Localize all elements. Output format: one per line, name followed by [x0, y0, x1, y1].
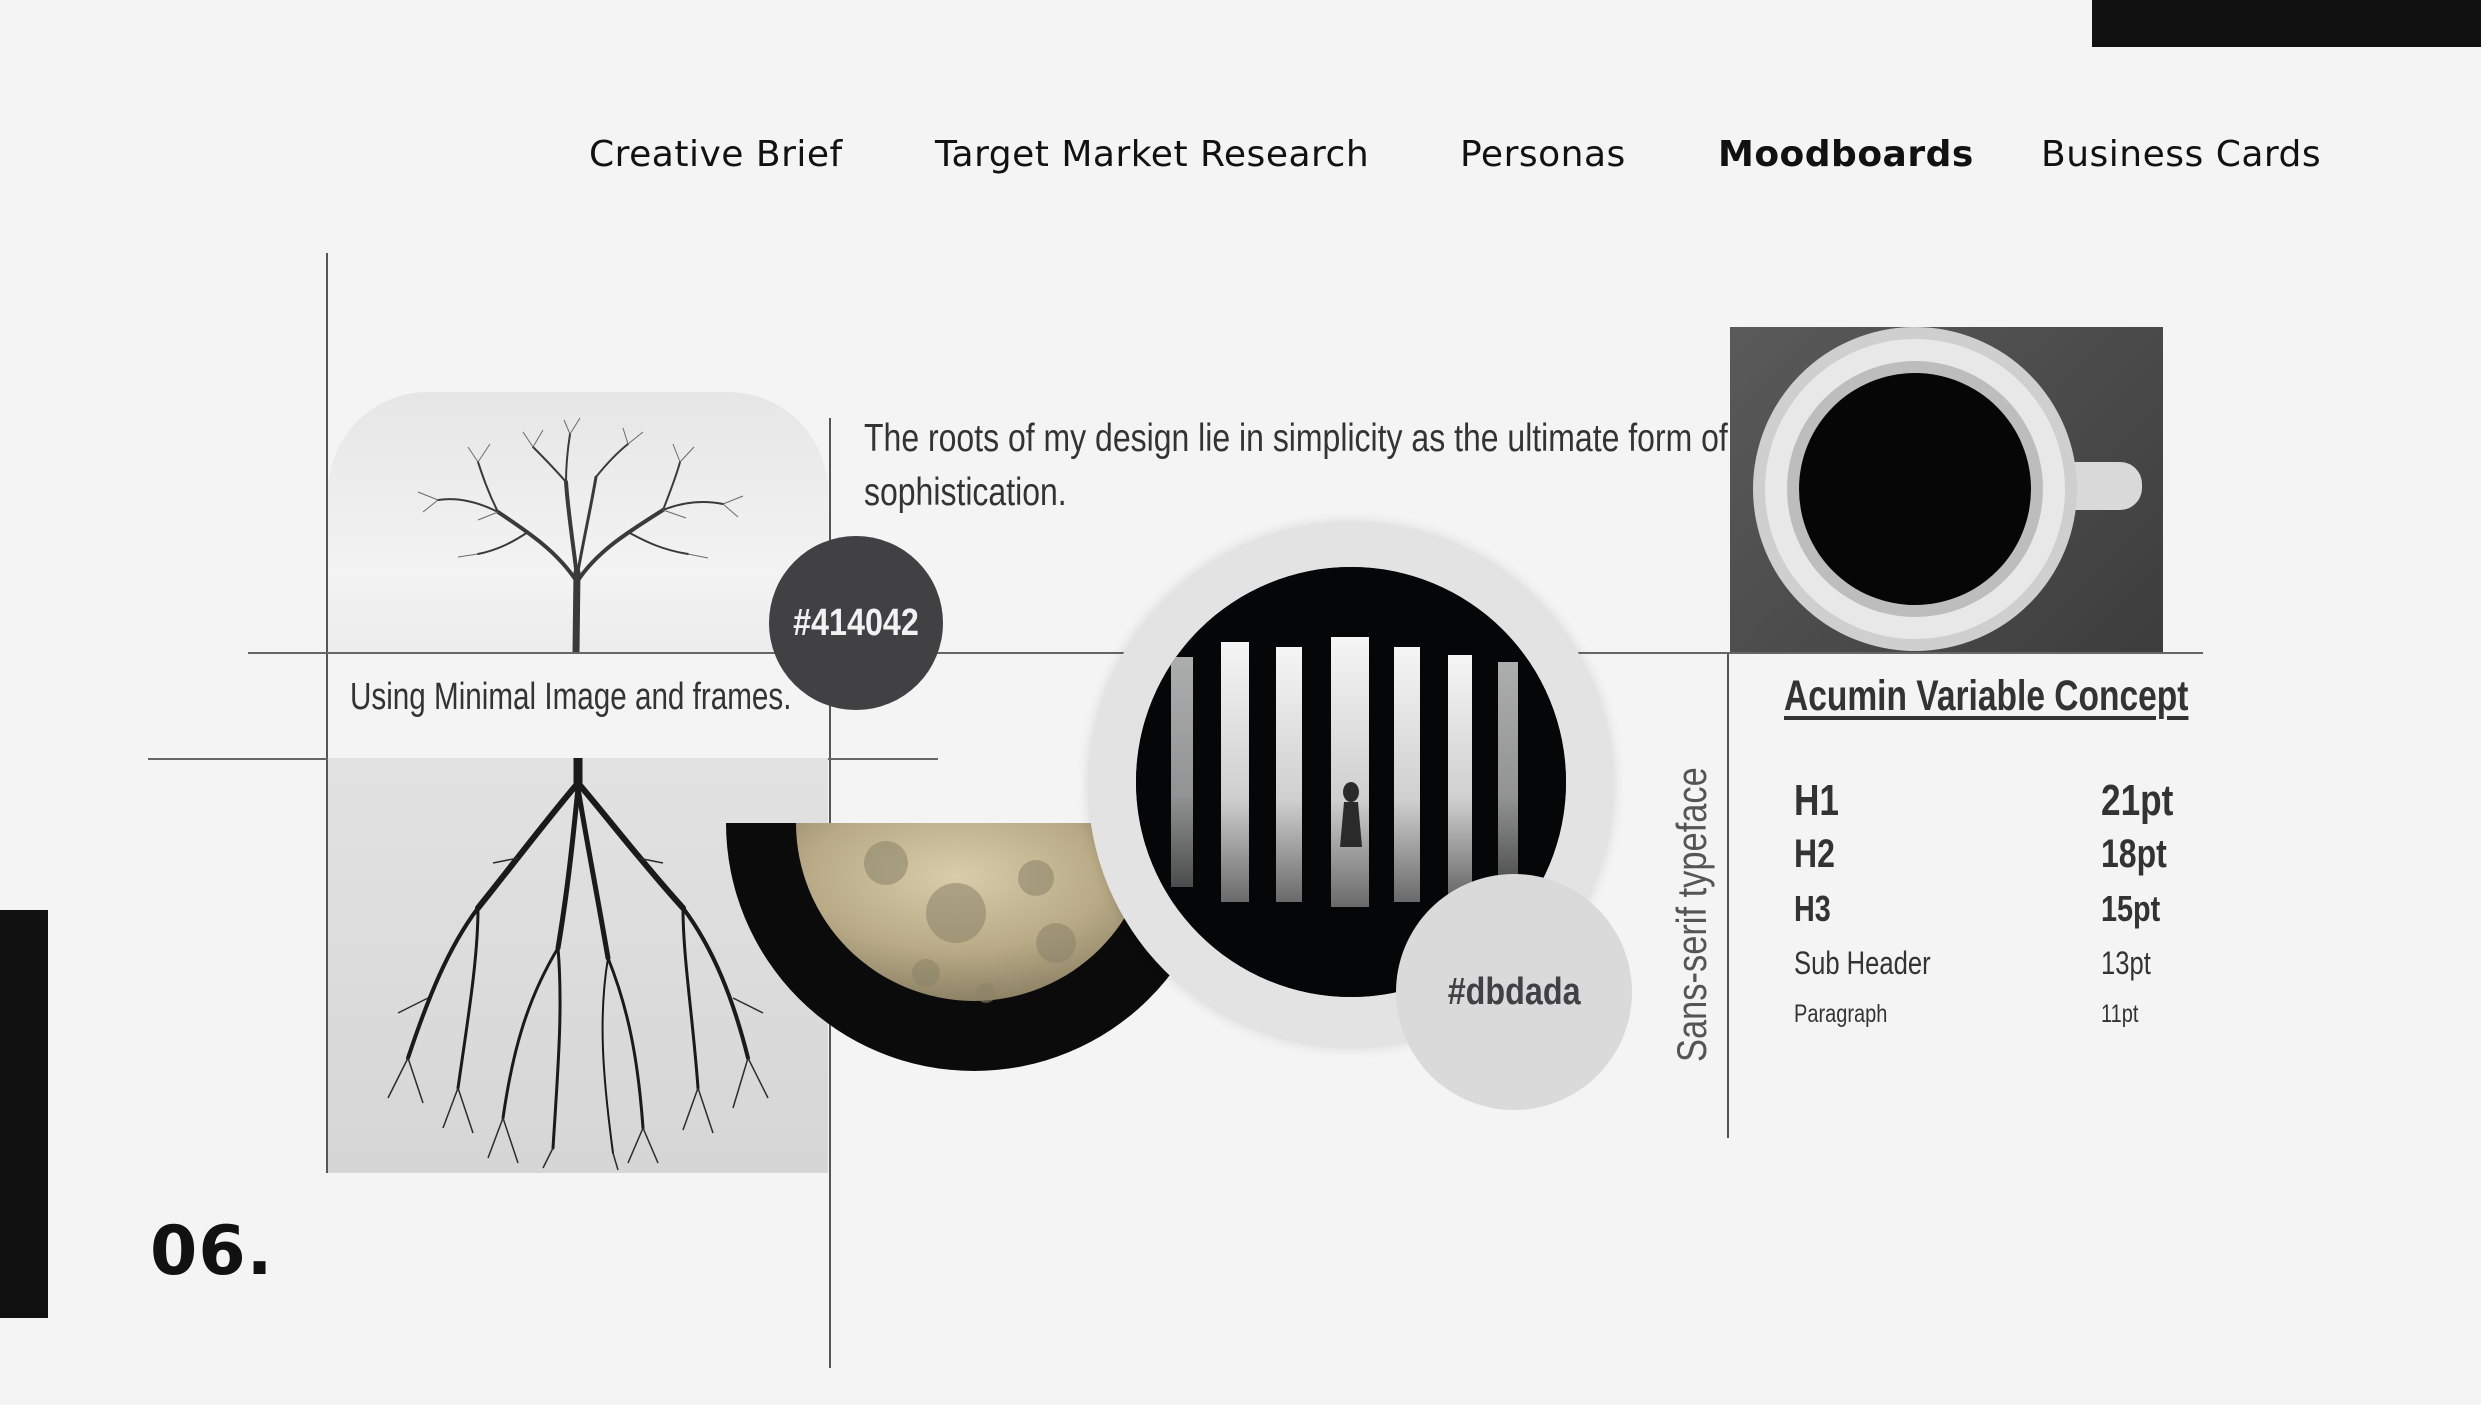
grid-line-right-vertical	[1727, 652, 1729, 1138]
type-scale-h2-value: 18pt	[2101, 832, 2167, 876]
moon-image	[726, 823, 1222, 1086]
grid-line-left-vertical	[326, 253, 328, 1173]
type-scale-subheader-label: Sub Header	[1794, 945, 1931, 981]
nav-target-market-research[interactable]: Target Market Research	[935, 134, 1370, 175]
type-scale-paragraph-label: Paragraph	[1794, 1000, 1888, 1028]
moon-illustration	[726, 823, 1222, 1071]
type-scale-h1-value: 21pt	[2101, 776, 2174, 825]
nav-business-cards[interactable]: Business Cards	[2041, 134, 2322, 175]
color-swatch-dark-label: #414042	[793, 601, 919, 644]
color-swatch-light: #dbdada	[1396, 874, 1632, 1110]
typeface-name: Acumin Variable Concept	[1784, 672, 2189, 720]
type-scale-h1-label: H1	[1794, 776, 1839, 825]
typeface-category-label: Sans-serif typeface	[1668, 767, 1715, 1062]
type-scale-h2-label: H2	[1794, 832, 1835, 876]
color-swatch-light-label: #dbdada	[1447, 970, 1581, 1013]
side-accent-bar	[0, 910, 48, 1318]
coffee-cup-image	[1730, 327, 2163, 652]
type-scale-h3-label: H3	[1794, 888, 1831, 929]
color-swatch-dark: #414042	[769, 536, 943, 710]
nav-personas[interactable]: Personas	[1460, 134, 1626, 175]
tree-illustration	[417, 417, 744, 652]
top-accent-bar	[2092, 0, 2481, 47]
nav-creative-brief[interactable]: Creative Brief	[589, 134, 843, 175]
type-scale-subheader-value: 13pt	[2101, 945, 2151, 981]
page-number: 06.	[150, 1212, 274, 1291]
nav-moodboards[interactable]: Moodboards	[1718, 134, 1974, 175]
tree-image	[328, 392, 828, 652]
type-scale-h3-value: 15pt	[2101, 888, 2161, 929]
minimal-image-caption: Using Minimal Image and frames.	[350, 676, 792, 718]
coffee-illustration	[1753, 327, 2142, 651]
design-philosophy-quote: The roots of my design lie in simplicity…	[864, 417, 1728, 514]
type-scale-paragraph-value: 11pt	[2101, 1000, 2139, 1028]
roots-illustration	[387, 758, 769, 1171]
roots-image	[328, 758, 828, 1173]
